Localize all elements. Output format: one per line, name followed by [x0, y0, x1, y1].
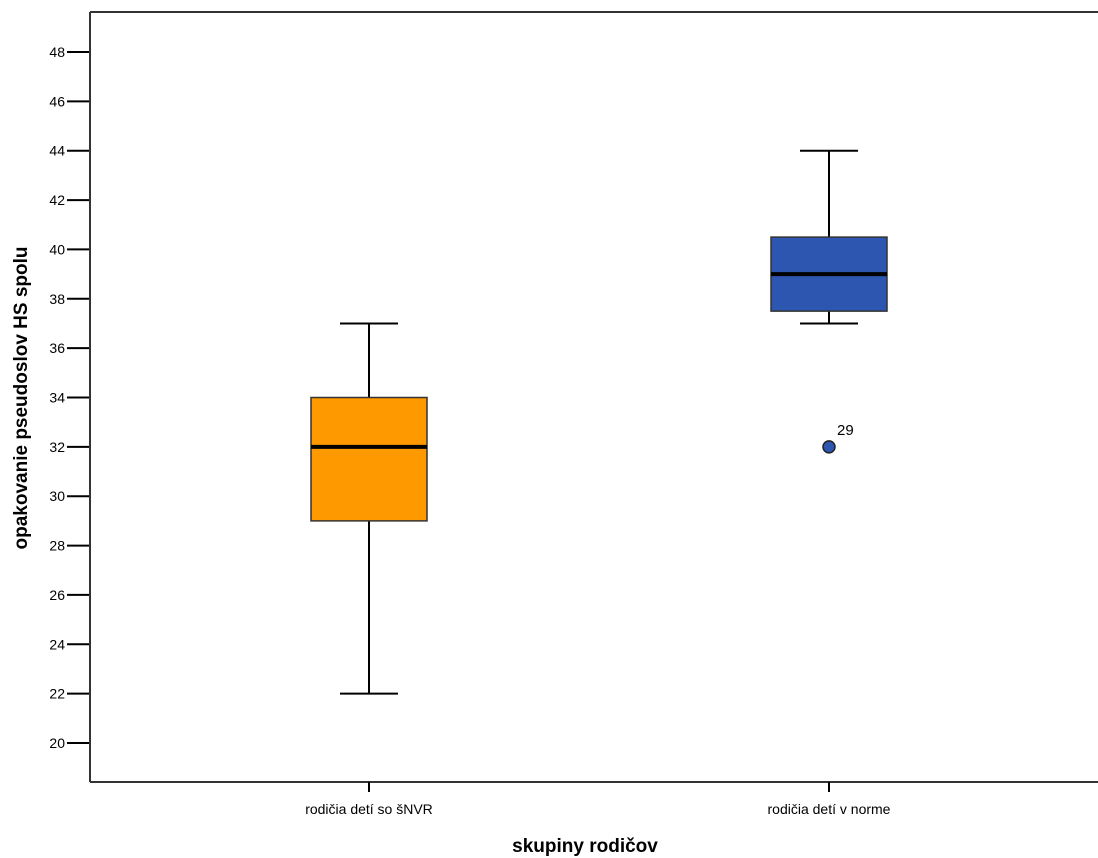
- outlier-point: [822, 440, 836, 454]
- plot-area: [89, 11, 1098, 783]
- box-group: 29: [770, 149, 888, 454]
- y-axis-title: opakovanie pseudoslov HS spolu: [11, 246, 32, 549]
- y-tick-label: 34: [49, 390, 65, 406]
- y-axis-ticks: 20 22 24 26 28 30 32 34 36 38 40 42 44 46 48: [49, 44, 90, 751]
- y-tick-label: 36: [49, 340, 65, 356]
- y-tick-label: 30: [49, 488, 65, 504]
- y-tick-label: 38: [49, 291, 65, 307]
- y-tick-label: 20: [49, 735, 65, 751]
- x-axis-ticks: rodičia detí so šNVR rodičia detí v norme: [305, 782, 891, 817]
- y-tick-label: 32: [49, 439, 65, 455]
- y-tick-label: 22: [49, 686, 65, 702]
- y-tick-label: 40: [49, 241, 65, 257]
- x-tick-label: rodičia detí v norme: [768, 801, 891, 817]
- y-tick-label: 46: [49, 93, 65, 109]
- y-tick-label: 24: [49, 636, 65, 652]
- box-group: [310, 322, 428, 695]
- y-tick-label: 26: [49, 587, 65, 603]
- x-tick-label: rodičia detí so šNVR: [305, 801, 433, 817]
- box-iqr: [310, 396, 428, 522]
- outlier-label: 29: [837, 422, 854, 439]
- y-tick-label: 48: [49, 44, 65, 60]
- boxes: 29: [310, 149, 888, 695]
- y-tick-label: 28: [49, 538, 65, 554]
- y-tick-label: 42: [49, 192, 65, 208]
- y-tick-label: 44: [49, 143, 65, 159]
- x-axis-title: skupiny rodičov: [512, 836, 658, 857]
